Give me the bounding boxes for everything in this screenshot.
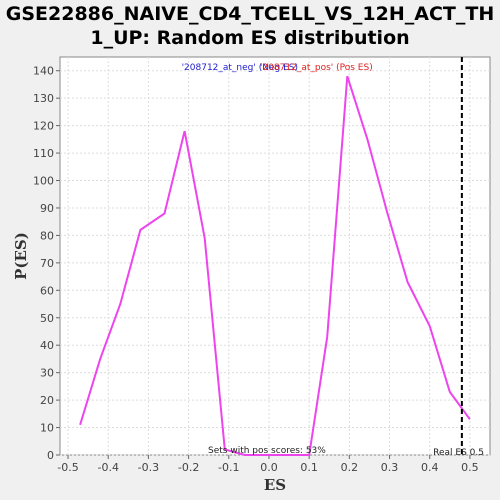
y-tick-label: 140	[33, 65, 54, 78]
es-distribution-line	[79, 75, 471, 456]
y-tick-label: 120	[33, 120, 54, 133]
x-tick-label: 0.4	[421, 461, 439, 474]
y-tick-label: 110	[33, 147, 54, 160]
x-tick-label: -0.4	[97, 461, 118, 474]
plot-area	[59, 56, 491, 456]
y-tick-label: 0	[47, 449, 54, 462]
y-tick-label: 100	[33, 175, 54, 188]
chart-title-line-1: GSE22886_NAIVE_CD4_TCELL_VS_12H_ACT_TH	[5, 3, 495, 25]
axis-ticks: -0.5 -0.4 -0.3 -0.2 -0.1 0.0 0.1 0.2 0.3 0.4 0.5 0 1…	[33, 65, 479, 474]
x-tick-label: -0.1	[218, 461, 239, 474]
y-tick-label: 130	[33, 92, 54, 105]
y-tick-label: 40	[40, 339, 54, 352]
chart-title-line-2: 1_UP: Random ES distribution	[90, 27, 410, 49]
x-tick-label: 0.3	[381, 461, 399, 474]
y-tick-label: 30	[40, 367, 54, 380]
series-layer	[79, 75, 471, 456]
y-tick-label: 60	[40, 284, 54, 297]
real-es-label: Real ES 0.5	[433, 448, 484, 458]
y-axis-label: P(ES)	[12, 232, 30, 280]
pos-scores-note: Sets with pos scores: 53%	[208, 446, 326, 456]
legend-pos-label: '208712_at_pos' (Pos ES)	[260, 63, 373, 73]
y-tick-label: 90	[40, 202, 54, 215]
y-tick-label: 70	[40, 257, 54, 270]
legend-neg-label: '208712_at_neg' (Neg ES)	[182, 63, 298, 73]
x-tick-label: 0.5	[461, 461, 479, 474]
x-tick-label: -0.2	[178, 461, 199, 474]
y-tick-label: 10	[40, 422, 54, 435]
x-axis-label: ES	[264, 476, 286, 494]
y-tick-label: 50	[40, 312, 54, 325]
x-tick-label: -0.3	[138, 461, 159, 474]
y-tick-label: 20	[40, 394, 54, 407]
x-tick-label: 0.2	[341, 461, 359, 474]
x-tick-label: -0.5	[57, 461, 78, 474]
x-tick-label: 0.0	[260, 461, 278, 474]
x-tick-label: 0.1	[300, 461, 318, 474]
chart-title: GSE22886_NAIVE_CD4_TCELL_VS_12H_ACT_TH 1…	[0, 2, 500, 50]
y-tick-label: 80	[40, 229, 54, 242]
